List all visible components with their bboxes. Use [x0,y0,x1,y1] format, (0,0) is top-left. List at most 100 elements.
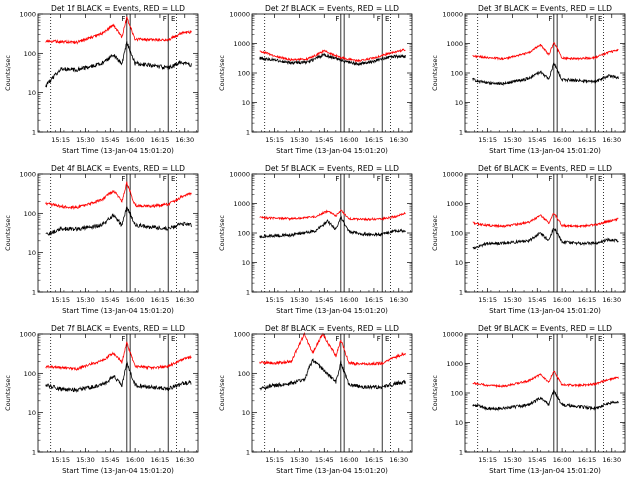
plot-area [472,370,619,412]
y-tick-label: 10000 [442,11,463,19]
x-tick-label: 15:30 [76,296,95,304]
time-marker-label: E [385,335,389,343]
plot-area [259,209,406,239]
events-series-line [45,361,192,393]
time-marker-label: F [121,335,125,343]
x-tick-label: 16:00 [340,456,359,464]
time-marker-label: E [598,335,602,343]
x-tick-label: 15:15 [265,456,284,464]
chart-title: Det 1f BLACK = Events, RED = LLD [51,4,185,13]
x-tick-label: 16:00 [553,296,572,304]
x-tick-label: 15:45 [101,456,120,464]
x-tick-label: 15:15 [478,136,497,144]
time-marker-label: E [171,335,175,343]
x-tick-label: 15:15 [265,296,284,304]
y-tick-label: 1000 [446,360,463,368]
time-marker-label: F [377,335,381,343]
chart-panel-1: Det 1f BLACK = Events, RED = LLD Counts/s… [4,4,199,155]
y-tick-label: 1 [459,129,463,137]
x-tick-label: 16:30 [602,296,621,304]
lld-series-line [45,341,192,371]
y-tick-label: 10 [28,89,36,97]
chart-title: Det 8f BLACK = Events, RED = LLD [265,324,399,333]
chart-title: Det 5f BLACK = Events, RED = LLD [265,164,399,173]
time-marker-label: F [548,15,552,23]
plot-frame [464,333,626,453]
y-tick-label: 1000 [233,331,250,339]
x-axis-label: Start Time (13-Jan-04 15:01:20) [62,147,174,155]
plot-frame [37,333,199,453]
x-tick-label: 16:15 [578,296,597,304]
time-marker-label: F [590,335,594,343]
x-tick-label: 16:15 [578,456,597,464]
x-tick-label: 16:15 [578,136,597,144]
y-tick-label: 10000 [442,171,463,179]
time-marker-label: F [121,175,125,183]
events-series-line [472,228,619,250]
x-tick-label: 15:45 [101,296,120,304]
x-tick-label: 15:15 [478,296,497,304]
events-series-line [472,389,619,412]
time-marker-label: F [590,15,594,23]
plot-area [472,42,619,87]
x-tick-label: 16:00 [553,456,572,464]
x-tick-label: 16:15 [151,296,170,304]
lld-series-line [472,212,619,229]
y-tick-label: 100 [24,370,36,378]
lld-series-line [259,331,406,366]
y-tick-label: 100 [24,210,36,218]
y-tick-label: 1000 [19,11,36,19]
x-axis-label: Start Time (13-Jan-04 15:01:20) [62,467,174,475]
lld-series-line [45,16,192,45]
x-tick-label: 15:45 [315,136,334,144]
plot-area [259,48,406,67]
x-tick-label: 15:30 [290,296,309,304]
y-tick-label: 100 [451,390,463,398]
x-tick-label: 15:45 [101,136,120,144]
chart-panel-6: Det 6f BLACK = Events, RED = LLD Counts/s… [431,164,626,315]
x-tick-label: 15:15 [478,456,497,464]
x-tick-label: 15:30 [290,136,309,144]
y-tick-label: 1000 [233,40,250,48]
plot-frame [464,173,626,293]
y-axis-label: Counts/sec [218,375,226,411]
y-tick-label: 1000 [446,40,463,48]
y-tick-label: 100 [451,230,463,238]
time-marker-label: F [163,335,167,343]
chart-panel-9: Det 9f BLACK = Events, RED = LLD Counts/s… [431,324,626,475]
y-tick-label: 100 [451,70,463,78]
lld-series-line [45,181,192,210]
y-tick-label: 10 [242,259,250,267]
x-tick-label: 16:15 [151,456,170,464]
chart-title: Det 7f BLACK = Events, RED = LLD [51,324,185,333]
chart-title: Det 6f BLACK = Events, RED = LLD [478,164,612,173]
y-axis-label: Counts/sec [218,55,226,91]
y-axis-label: Counts/sec [4,375,12,411]
x-tick-label: 15:30 [503,136,522,144]
plot-area [45,16,192,88]
chart-title: Det 3f BLACK = Events, RED = LLD [478,4,612,13]
time-marker-label: F [335,335,339,343]
x-axis-label: Start Time (13-Jan-04 15:01:20) [276,307,388,315]
y-axis-label: Counts/sec [431,55,439,91]
time-marker-label: F [377,175,381,183]
y-tick-label: 1 [32,449,36,457]
lld-series-line [472,42,619,61]
chart-panel-3: Det 3f BLACK = Events, RED = LLD Counts/s… [431,4,626,155]
x-tick-label: 16:15 [151,136,170,144]
y-tick-label: 1 [459,449,463,457]
x-tick-label: 16:00 [553,136,572,144]
x-axis-label: Start Time (13-Jan-04 15:01:20) [276,467,388,475]
x-tick-label: 15:30 [76,456,95,464]
lld-series-line [472,370,619,389]
time-marker-label: F [377,15,381,23]
x-tick-label: 16:00 [126,456,145,464]
chart-title: Det 2f BLACK = Events, RED = LLD [265,4,399,13]
plot-area [45,341,192,393]
y-tick-label: 1000 [19,171,36,179]
y-tick-label: 10000 [442,331,463,339]
x-tick-label: 15:45 [528,456,547,464]
x-tick-label: 15:30 [290,456,309,464]
x-tick-label: 16:30 [175,456,194,464]
